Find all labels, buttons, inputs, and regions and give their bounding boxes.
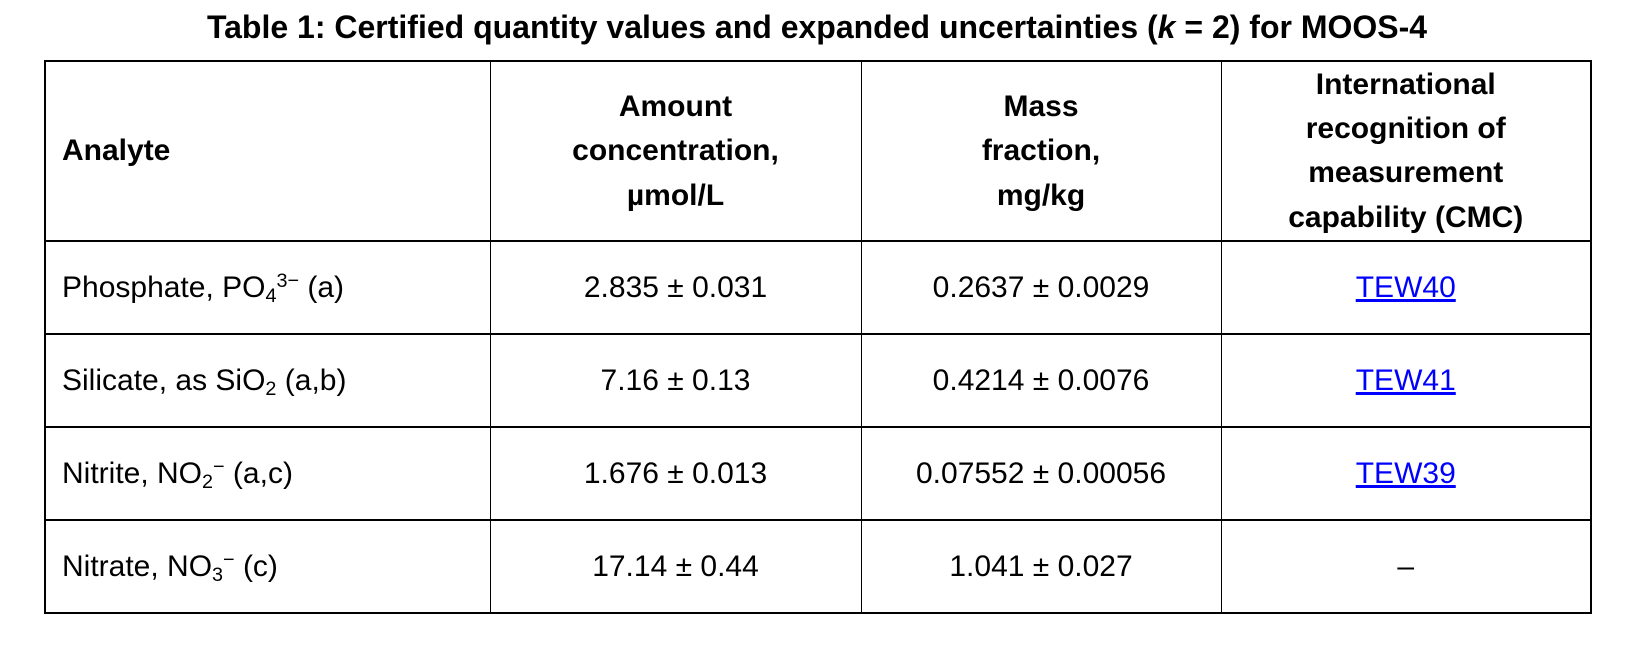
amount-concentration-cell: 1.676 ± 0.013 — [489, 426, 862, 522]
analyte-cell: Silicate, as SiO2 (a,b) — [44, 333, 491, 429]
cmc-empty-dash: – — [1397, 549, 1415, 583]
amount-concentration-cell: 7.16 ± 0.13 — [489, 333, 862, 429]
header-amount-concentration: Amount concentration, µmol/L — [489, 60, 862, 243]
certified-values-table: Analyte Amount concentration, µmol/L Mas… — [44, 60, 1592, 615]
header-mass-fraction: Mass fraction, mg/kg — [860, 60, 1222, 243]
mass-fraction-cell: 0.07552 ± 0.00056 — [860, 426, 1222, 522]
mass-fraction-cell: 0.4214 ± 0.0076 — [860, 333, 1222, 429]
amount-concentration-cell: 17.14 ± 0.44 — [489, 519, 862, 615]
mass-fraction-cell: 1.041 ± 0.027 — [860, 519, 1222, 615]
header-analyte: Analyte — [44, 60, 491, 243]
cmc-link[interactable]: TEW40 — [1355, 270, 1456, 304]
cmc-cell: – — [1220, 519, 1592, 615]
header-cmc: International recognition of measurement… — [1220, 60, 1592, 243]
cmc-cell: TEW40 — [1220, 240, 1592, 336]
amount-concentration-cell: 2.835 ± 0.031 — [489, 240, 862, 336]
table-row: Nitrite, NO2− (a,c) 1.676 ± 0.013 0.07552 … — [44, 426, 1592, 522]
analyte-cell: Nitrite, NO2− (a,c) — [44, 426, 491, 522]
table-row: Nitrate, NO3− (c) 17.14 ± 0.44 1.041 ± 0.0… — [44, 519, 1592, 615]
table-caption: Table 1: Certified quantity values and e… — [206, 9, 1428, 45]
analyte-cell: Nitrate, NO3− (c) — [44, 519, 491, 615]
mass-fraction-cell: 0.2637 ± 0.0029 — [860, 240, 1222, 336]
table-row: Silicate, as SiO2 (a,b) 7.16 ± 0.13 0.4214… — [44, 333, 1592, 429]
cmc-link[interactable]: TEW39 — [1355, 456, 1456, 490]
cmc-cell: TEW39 — [1220, 426, 1592, 522]
analyte-cell: Phosphate, PO43− (a) — [44, 240, 491, 336]
header-row: Analyte Amount concentration, µmol/L Mas… — [44, 60, 1592, 243]
cmc-cell: TEW41 — [1220, 333, 1592, 429]
cmc-link[interactable]: TEW41 — [1355, 363, 1456, 397]
table-row: Phosphate, PO43− (a) 2.835 ± 0.031 0.2637 … — [44, 240, 1592, 336]
